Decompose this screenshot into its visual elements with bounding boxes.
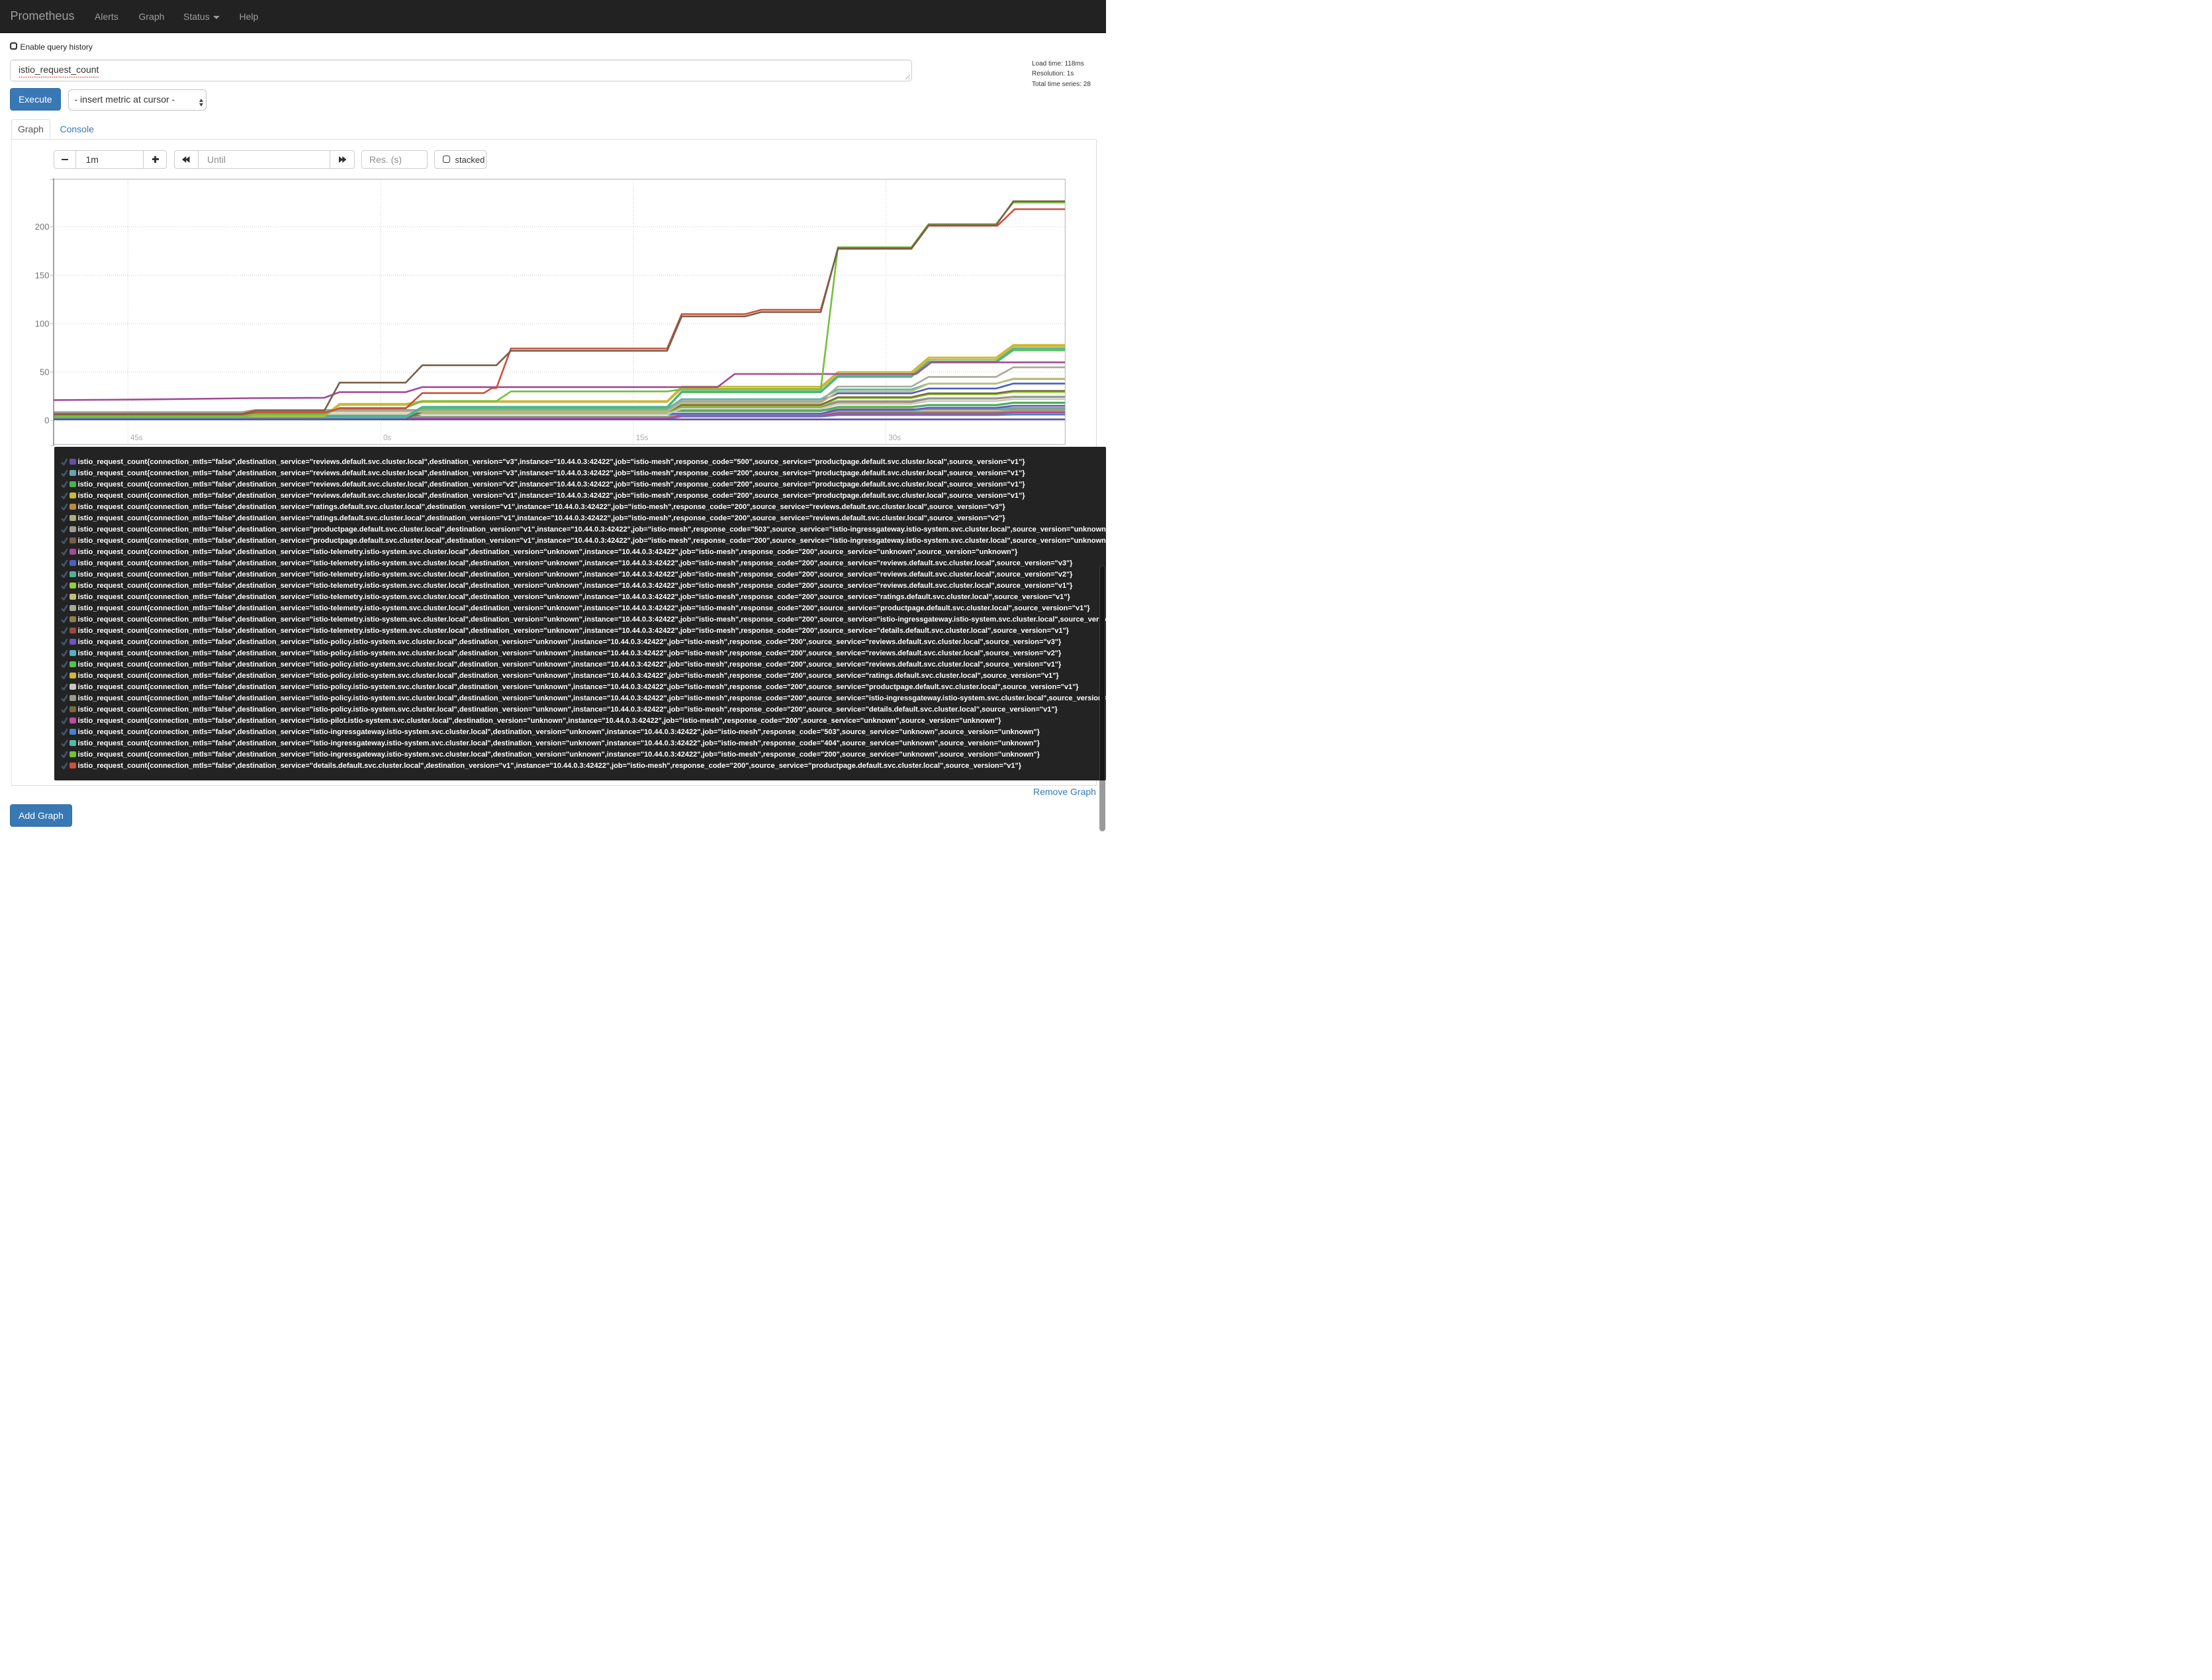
svg-text:30s: 30s (889, 434, 901, 442)
svg-text:45s: 45s (130, 434, 143, 442)
svg-text:0s: 0s (383, 434, 391, 442)
svg-text:150: 150 (35, 270, 50, 280)
svg-text:100: 100 (35, 318, 50, 328)
svg-text:0: 0 (44, 416, 49, 426)
svg-text:200: 200 (35, 222, 50, 232)
svg-text:50: 50 (40, 367, 49, 377)
svg-text:15s: 15s (636, 434, 649, 442)
